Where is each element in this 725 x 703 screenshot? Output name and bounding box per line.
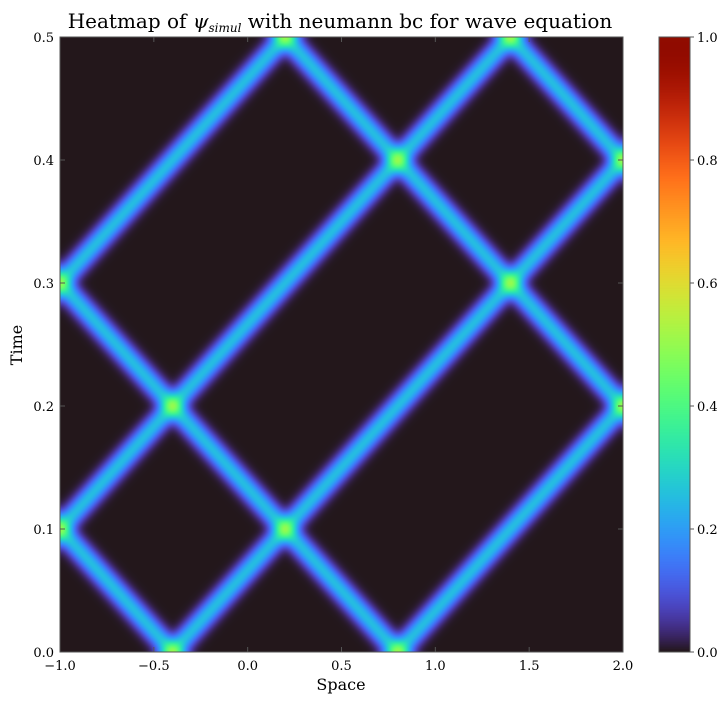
heatmap-canvas xyxy=(60,37,623,652)
x-axis-label: Space xyxy=(316,675,365,694)
colorbar-tick-label: 0.8 xyxy=(697,154,718,169)
x-tick-label: 0.0 xyxy=(237,659,258,674)
x-tick-label: −0.5 xyxy=(138,659,170,674)
x-tick-label: 1.5 xyxy=(519,659,540,674)
colorbar-canvas xyxy=(659,37,690,652)
y-tick-label: 0.0 xyxy=(33,646,54,661)
colorbar-holder xyxy=(659,37,690,652)
x-tick-label: 1.0 xyxy=(425,659,446,674)
y-tick-label: 0.3 xyxy=(33,277,54,292)
colorbar-tick-label: 0.4 xyxy=(697,400,718,415)
y-tick-label: 0.5 xyxy=(33,31,54,46)
colorbar-frame xyxy=(658,36,691,653)
colorbar-tick-label: 0.6 xyxy=(697,277,718,292)
x-tick-label: −1.0 xyxy=(44,659,76,674)
x-tick-label: 0.5 xyxy=(331,659,352,674)
y-tick-label: 0.4 xyxy=(33,154,54,169)
y-tick-label: 0.2 xyxy=(33,400,54,415)
colorbar-tick-label: 0.0 xyxy=(697,646,718,661)
chart-title: Heatmap of ψsimul with neumann bc for wa… xyxy=(68,9,613,35)
colorbar-tick-label: 0.2 xyxy=(697,523,718,538)
x-axis-ticks: −1.0 −0.5 0.0 0.5 1.0 1.5 2.0 xyxy=(44,37,633,674)
colorbar-tick-label: 1.0 xyxy=(697,31,718,46)
heatmap-canvas-holder xyxy=(60,37,623,652)
y-axis-ticks: 0.0 0.1 0.2 0.3 0.4 0.5 xyxy=(33,31,623,661)
x-tick-label: 2.0 xyxy=(613,659,634,674)
colorbar-ticks: 0.0 0.2 0.4 0.6 0.8 1.0 xyxy=(690,31,718,661)
y-axis-label: Time xyxy=(7,325,26,365)
y-tick-label: 0.1 xyxy=(33,523,54,538)
